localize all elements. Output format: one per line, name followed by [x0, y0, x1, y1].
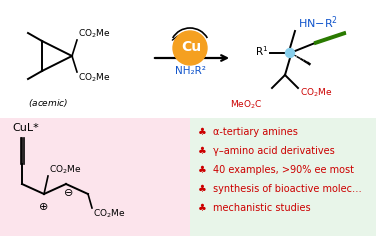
Text: CuL*: CuL*	[12, 123, 39, 133]
Text: ♣  mechanistic studies: ♣ mechanistic studies	[198, 203, 311, 213]
Text: CO$_2$Me: CO$_2$Me	[93, 208, 126, 220]
Text: ($acemic$): ($acemic$)	[28, 97, 68, 109]
Text: ♣  synthesis of bioactive molec…: ♣ synthesis of bioactive molec…	[198, 184, 362, 194]
Text: $\ominus$: $\ominus$	[63, 186, 73, 198]
Text: CO$_2$Me: CO$_2$Me	[300, 87, 333, 99]
Text: CO$_2$Me: CO$_2$Me	[49, 164, 82, 176]
Text: Cu: Cu	[181, 40, 201, 54]
Text: MeO$_2$C: MeO$_2$C	[230, 99, 262, 111]
Circle shape	[285, 49, 294, 58]
Text: CO$_2$Me: CO$_2$Me	[78, 72, 111, 84]
FancyBboxPatch shape	[0, 118, 190, 236]
Circle shape	[173, 31, 207, 65]
Text: R$^1$: R$^1$	[255, 44, 268, 58]
Text: HN$-$R$^2$: HN$-$R$^2$	[298, 15, 338, 31]
Text: CO$_2$Me: CO$_2$Me	[78, 28, 111, 40]
Text: ♣  γ–amino acid derivatives: ♣ γ–amino acid derivatives	[198, 146, 335, 156]
Text: ♣  α-tertiary amines: ♣ α-tertiary amines	[198, 127, 298, 137]
FancyBboxPatch shape	[190, 118, 376, 236]
Text: NH₂R²: NH₂R²	[174, 66, 205, 76]
Text: $\oplus$: $\oplus$	[38, 201, 48, 211]
Text: ♣  40 examples, >90% ee most: ♣ 40 examples, >90% ee most	[198, 165, 354, 175]
